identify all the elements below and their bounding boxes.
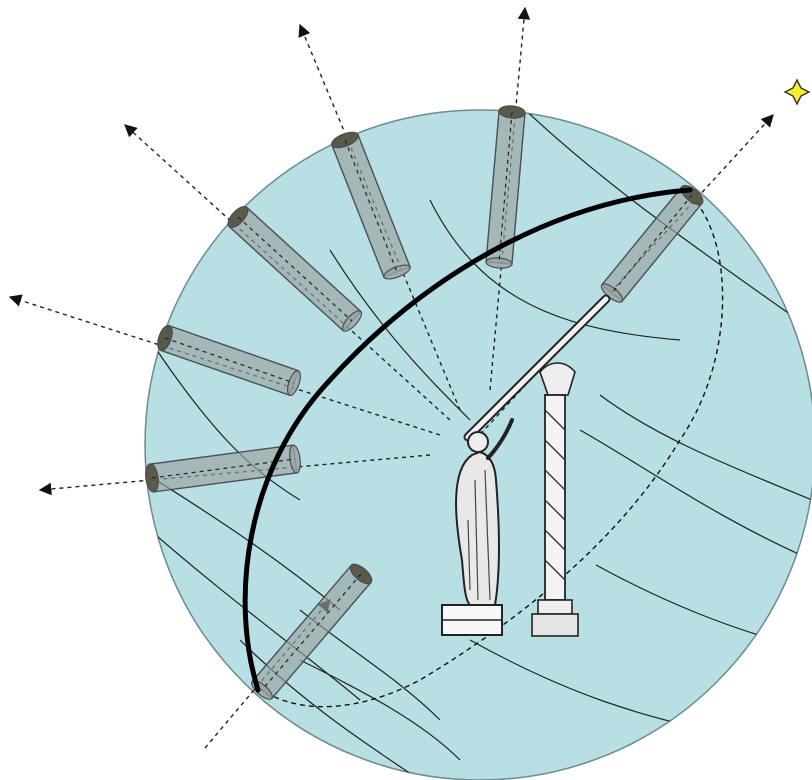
- telescope-tube: [485, 105, 526, 269]
- horizon-arc: [242, 187, 693, 693]
- telescope-tube: [145, 444, 301, 493]
- sphere-grid-lines: [145, 110, 812, 780]
- telescope-tube: [600, 184, 704, 303]
- telescope-tubes: [145, 105, 704, 700]
- four-point-star-icon: [783, 78, 811, 106]
- telescope-tube: [331, 131, 411, 280]
- horizon-back-dashed: [261, 194, 724, 708]
- telescope-tube: [227, 205, 363, 332]
- telescope-tube: [250, 563, 373, 700]
- ornate-column-icon: [531, 362, 579, 637]
- astronomer-with-telescope-icon: [441, 294, 611, 636]
- telescope-tube: [157, 324, 301, 397]
